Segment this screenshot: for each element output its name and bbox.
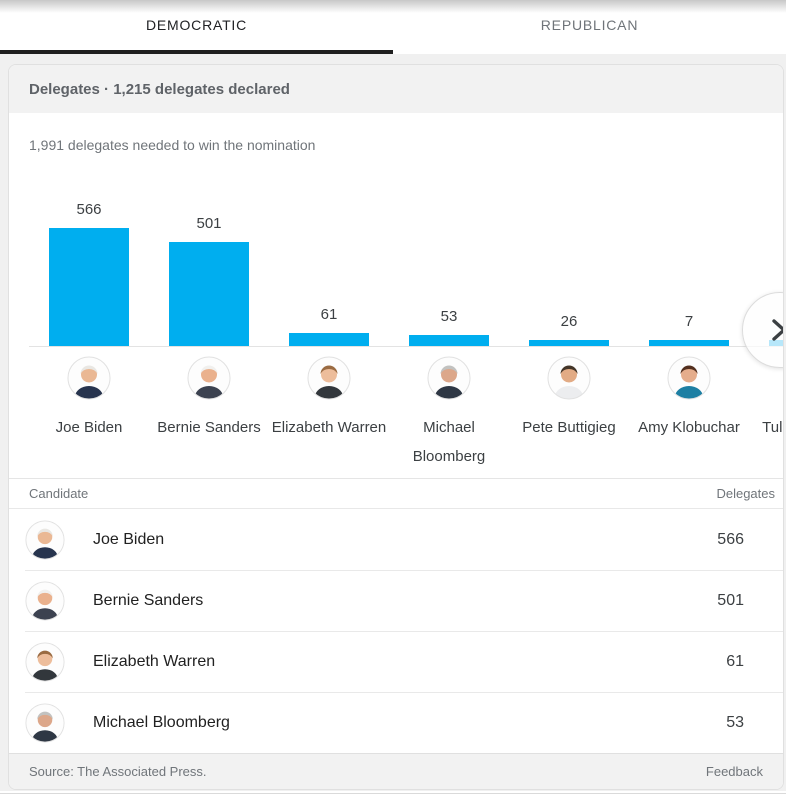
table-header: Candidate Delegates xyxy=(9,479,783,509)
card-title: Delegates · 1,215 delegates declared xyxy=(29,80,290,98)
row-avatar-joe-biden xyxy=(25,519,65,560)
candidate-avatar-amy-klobuchar[interactable] xyxy=(667,356,711,400)
bar-value-amy-klobuchar: 7 xyxy=(684,313,694,330)
table-row-elizabeth-warren: Elizabeth Warren 61 xyxy=(9,631,783,692)
next-card-top xyxy=(0,791,786,794)
avatar xyxy=(25,580,65,621)
delegates-card: Delegates · 1,215 delegates declared 1,9… xyxy=(8,64,784,790)
page-background: Delegates · 1,215 delegates declared 1,9… xyxy=(0,54,786,794)
row-avatar-elizabeth-warren xyxy=(25,641,65,682)
avatar xyxy=(25,702,65,743)
avatar xyxy=(547,356,591,400)
candidate-avatar-joe-biden[interactable] xyxy=(67,356,111,400)
row-delegates-joe-biden: 566 xyxy=(717,530,744,548)
candidate-name-joe-biden: Joe Biden xyxy=(55,419,123,436)
candidate-name-michael-bloomberg: Michael Bloomberg xyxy=(412,419,486,465)
candidate-name-amy-klobuchar: Amy Klobuchar xyxy=(638,419,740,436)
row-name-bernie-sanders: Bernie Sanders xyxy=(93,591,204,609)
source-attribution: Source: The Associated Press. xyxy=(29,764,207,779)
candidate-avatar-elizabeth-warren[interactable] xyxy=(307,356,351,400)
bar-value-bernie-sanders: 501 xyxy=(196,215,222,232)
table-row-bernie-sanders: Bernie Sanders 501 xyxy=(9,570,783,631)
bar-pete-buttigieg xyxy=(529,340,609,346)
row-avatar-michael-bloomberg xyxy=(25,702,65,743)
active-tab-indicator xyxy=(0,50,393,54)
bar-value-michael-bloomberg: 53 xyxy=(440,308,458,325)
tab-republican[interactable]: REPUBLICAN xyxy=(540,17,639,33)
chevron-right-icon xyxy=(772,319,783,341)
chart-axis-line xyxy=(29,346,783,347)
bar-bernie-sanders xyxy=(169,242,249,346)
bar-joe-biden xyxy=(49,228,129,346)
bar-value-pete-buttigieg: 26 xyxy=(560,313,578,330)
row-name-joe-biden: Joe Biden xyxy=(93,530,165,548)
avatar xyxy=(427,356,471,400)
bar-elizabeth-warren xyxy=(289,333,369,346)
row-avatar-bernie-sanders xyxy=(25,580,65,621)
avatar xyxy=(25,519,65,560)
card-header: Delegates · 1,215 delegates declared xyxy=(9,65,783,113)
candidate-avatar-bernie-sanders[interactable] xyxy=(187,356,231,400)
bar-value-joe-biden: 566 xyxy=(76,201,102,218)
top-shadow xyxy=(0,0,786,13)
column-header-delegates: Delegates xyxy=(716,486,775,501)
candidate-avatar-pete-buttigieg[interactable] xyxy=(547,356,591,400)
table-row-michael-bloomberg: Michael Bloomberg 53 xyxy=(9,692,783,753)
card-footer: Source: The Associated Press. Feedback xyxy=(9,753,783,789)
bar-value-elizabeth-warren: 61 xyxy=(320,306,338,323)
table-row-joe-biden: Joe Biden 566 xyxy=(9,509,783,570)
candidate-name-pete-buttigieg: Pete Buttigieg xyxy=(522,419,616,436)
candidate-name-bernie-sanders: Bernie Sanders xyxy=(157,419,261,436)
avatar xyxy=(307,356,351,400)
row-delegates-michael-bloomberg: 53 xyxy=(726,713,744,731)
candidate-name-tulsi-gabbard: Tulsi Gabbard xyxy=(762,419,783,436)
row-name-michael-bloomberg: Michael Bloomberg xyxy=(93,713,230,731)
column-header-candidate: Candidate xyxy=(29,486,89,501)
avatar xyxy=(667,356,711,400)
bar-michael-bloomberg xyxy=(409,335,489,346)
chart-subtitle: 1,991 delegates needed to win the nomina… xyxy=(29,137,316,153)
avatar xyxy=(187,356,231,400)
feedback-link[interactable]: Feedback xyxy=(705,764,763,779)
candidate-name-elizabeth-warren: Elizabeth Warren xyxy=(271,419,387,436)
row-name-elizabeth-warren: Elizabeth Warren xyxy=(93,652,216,670)
candidate-avatar-michael-bloomberg[interactable] xyxy=(427,356,471,400)
carousel-next-button[interactable] xyxy=(742,292,783,368)
section-divider xyxy=(9,478,783,479)
avatar xyxy=(67,356,111,400)
avatar xyxy=(25,641,65,682)
row-delegates-bernie-sanders: 501 xyxy=(717,591,744,609)
row-delegates-elizabeth-warren: 61 xyxy=(726,652,744,670)
delegates-table: Joe Biden 566 Bernie Sanders 501 Elizabeth W… xyxy=(9,509,783,753)
bar-amy-klobuchar xyxy=(649,340,729,346)
tab-democratic[interactable]: DEMOCRATIC xyxy=(145,17,248,33)
delegate-bar-chart: 1,991 delegates needed to win the nomina… xyxy=(9,113,783,478)
